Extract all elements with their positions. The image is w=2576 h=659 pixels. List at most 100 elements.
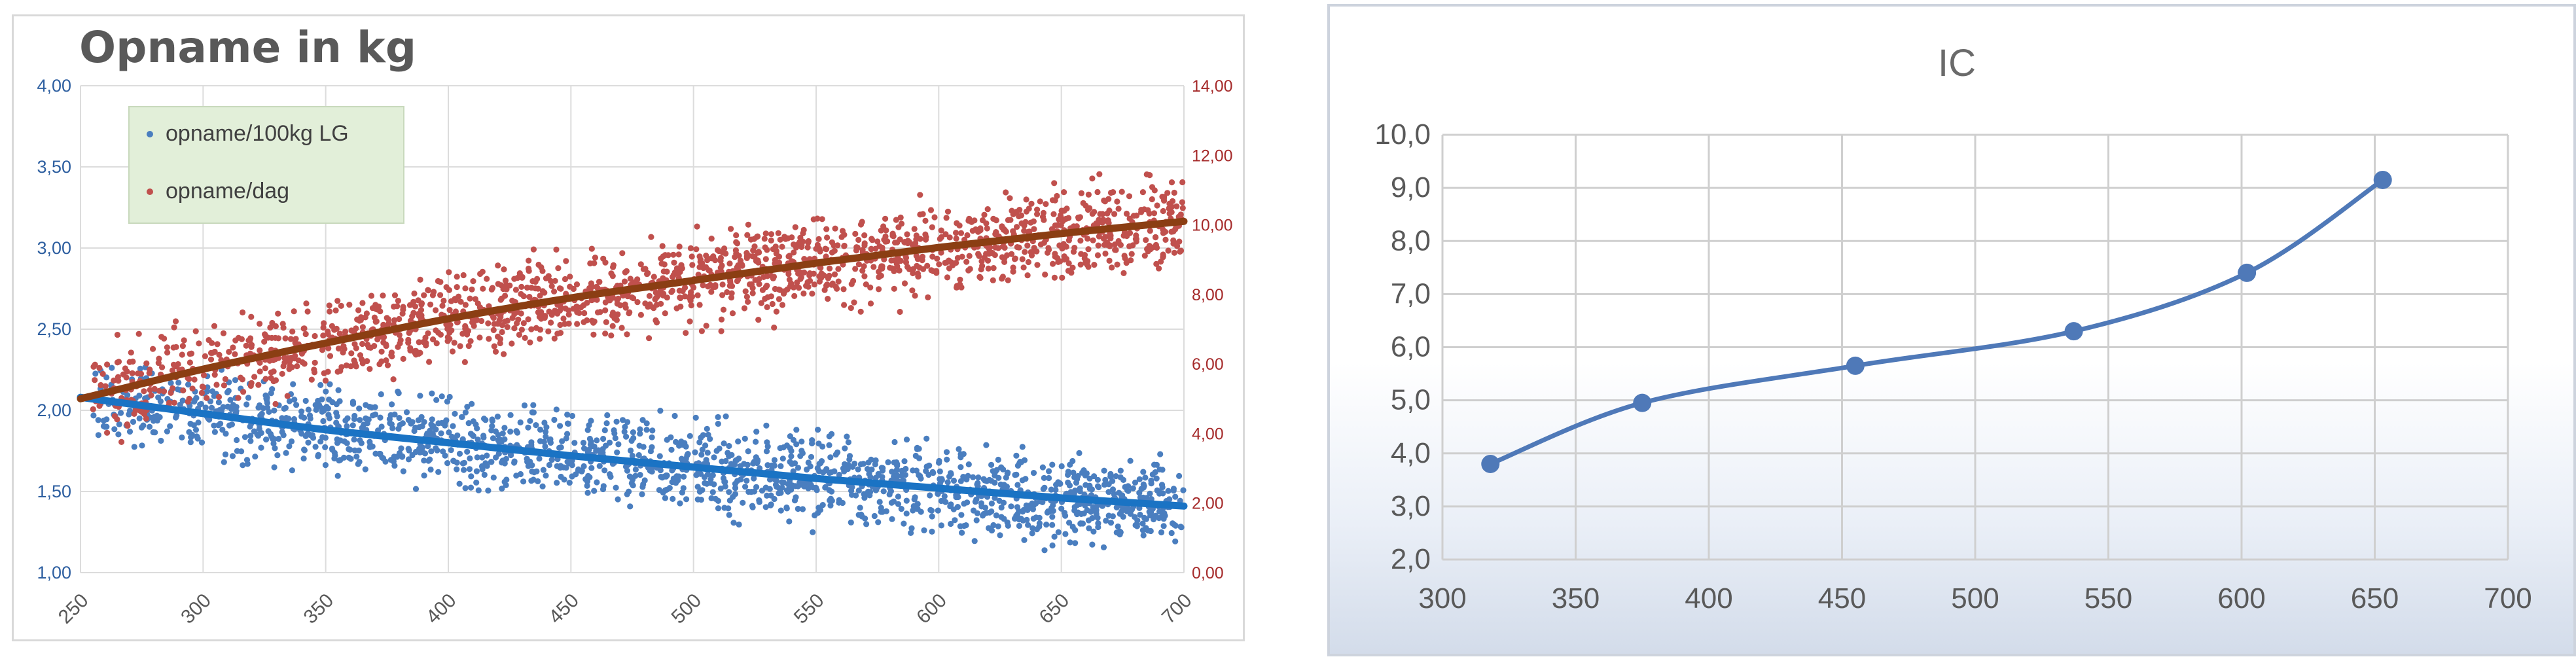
scatter-point [777,445,783,452]
scatter-point [1107,471,1114,478]
scatter-point [1139,189,1146,196]
scatter-point [198,439,206,446]
scatter-point [546,436,553,443]
scatter-point [742,484,749,490]
scatter-point [584,317,590,324]
scatter-point [179,434,185,441]
scatter-point [111,377,117,384]
scatter-point [563,465,569,471]
scatter-point [584,448,591,455]
scatter-point [388,352,395,359]
scatter-point [643,427,650,433]
scatter-point [204,395,210,401]
scatter-point [771,462,778,469]
scatter-point [878,263,885,270]
scatter-point [659,474,666,481]
scatter-point [343,362,349,369]
scatter-point [939,476,945,482]
scatter-point [494,414,501,420]
scatter-point [809,440,815,447]
scatter-point [511,325,518,332]
scatter-point [362,466,368,472]
ic-data-point [1633,393,1652,412]
scatter-point [263,395,270,402]
scatter-point [433,445,439,452]
scatter-point [1160,253,1166,260]
scatter-point [1058,505,1065,512]
scatter-point [546,461,553,469]
scatter-point [529,278,536,285]
scatter-point [744,461,751,468]
scatter-point [200,384,207,391]
y-tick-label: 9,0 [1391,171,1431,204]
scatter-point [1037,241,1044,248]
scatter-point [954,283,960,289]
scatter-point [649,434,655,440]
scatter-point [735,438,742,445]
scatter-point [640,481,647,488]
scatter-point [1140,469,1147,475]
scatter-point [993,512,999,519]
scatter-point [526,257,532,264]
scatter-point [1157,451,1164,457]
scatter-point [728,294,735,301]
scatter-point [753,484,760,490]
scatter-point [1069,524,1076,530]
scatter-point [944,208,952,215]
scatter-point [187,351,193,357]
scatter-point [368,293,375,299]
scatter-point [1170,488,1177,494]
scatter-point [1102,476,1109,484]
scatter-point [1020,264,1027,271]
scatter-point [682,284,689,291]
scatter-point [993,230,999,236]
scatter-point [536,455,543,462]
scatter-point [491,321,497,327]
scatter-point [271,407,277,414]
scatter-point [326,415,332,421]
scatter-point [613,484,619,491]
scatter-point [1005,469,1011,476]
scatter-point [301,325,308,332]
scatter-point [1102,250,1109,257]
scatter-point [832,452,839,458]
scatter-point [964,499,971,506]
scatter-point [762,295,768,302]
scatter-point [766,476,774,483]
scatter-point [306,412,313,419]
scatter-point [96,365,103,372]
scatter-point [1179,179,1186,186]
scatter-point [1019,256,1026,262]
scatter-point [732,491,739,497]
scatter-point [819,216,825,223]
scatter-point [551,416,558,423]
scatter-point [819,502,826,508]
scatter-point [826,442,832,448]
scatter-point [283,450,289,456]
scatter-point [903,436,910,443]
scatter-point [191,397,198,404]
scatter-point [646,335,653,342]
scatter-point [461,359,469,366]
scatter-point [143,360,150,366]
scatter-point [785,488,791,495]
scatter-point [497,336,504,342]
scatter-point [922,217,929,224]
scatter-point [679,441,686,448]
scatter-point [817,507,824,513]
scatter-point [1170,198,1176,204]
scatter-point [1018,516,1024,522]
scatter-point [917,236,923,242]
scatter-point [448,327,455,334]
scatter-point [1141,253,1148,259]
scatter-point [594,437,600,444]
scatter-point [1012,472,1018,478]
scatter-point [464,448,471,455]
scatter-point [1023,196,1029,203]
scatter-point [336,457,342,464]
scatter-point [319,434,326,440]
scatter-point [509,340,515,347]
scatter-point [704,425,710,433]
x-tick-label: 700 [1158,590,1196,628]
scatter-point [1055,479,1062,486]
